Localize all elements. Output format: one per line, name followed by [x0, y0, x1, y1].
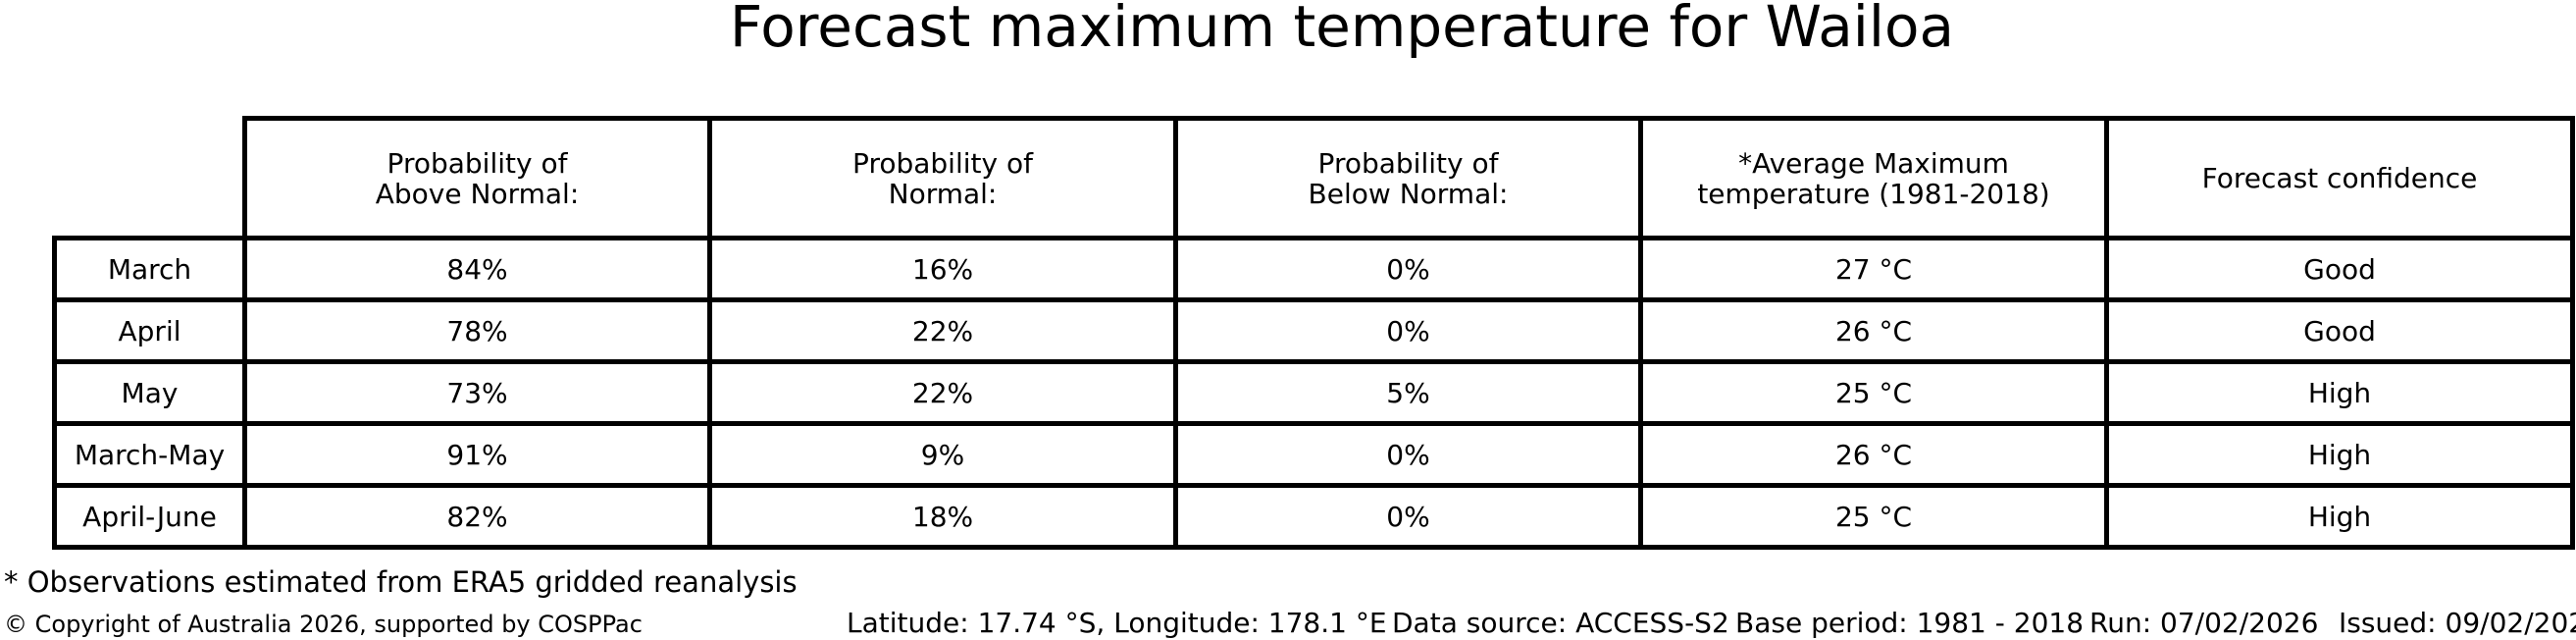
cell-avg-max-temp: 25 °C: [1638, 483, 2109, 550]
data-source-text: Data source: ACCESS-S2: [1392, 607, 1729, 639]
cell-forecast-confidence: High: [2104, 421, 2575, 488]
cell-below-normal: 5%: [1173, 359, 1643, 426]
cell-normal: 16%: [707, 236, 1178, 302]
cell-avg-max-temp: 26 °C: [1638, 421, 2109, 488]
cell-above-normal: 73%: [242, 359, 712, 426]
col-header-forecast-confidence: Forecast confidence: [2104, 116, 2575, 240]
cell-below-normal: 0%: [1173, 483, 1643, 550]
cell-forecast-confidence: Good: [2104, 236, 2575, 302]
row-label-month: March: [52, 236, 247, 302]
forecast-table: Probability of Above Normal: Probability…: [52, 116, 2575, 550]
cell-normal: 22%: [707, 297, 1178, 364]
cell-avg-max-temp: 26 °C: [1638, 297, 2109, 364]
cell-above-normal: 84%: [242, 236, 712, 302]
table-row: April-June 82% 18% 0% 25 °C High: [52, 483, 2575, 550]
table-row: March-May 91% 9% 0% 26 °C High: [52, 421, 2575, 488]
run-date-text: Run: 07/02/2026: [2089, 607, 2319, 639]
cell-avg-max-temp: 27 °C: [1638, 236, 2109, 302]
issued-date-text: Issued: 09/02/2026: [2339, 607, 2576, 639]
cell-below-normal: 0%: [1173, 421, 1643, 488]
cell-above-normal: 82%: [242, 483, 712, 550]
corner-cell: [55, 119, 245, 239]
cell-above-normal: 78%: [242, 297, 712, 364]
cell-avg-max-temp: 25 °C: [1638, 359, 2109, 426]
cell-below-normal: 0%: [1173, 297, 1643, 364]
row-label-month: April-June: [52, 483, 247, 550]
col-header-normal: Probability of Normal:: [707, 116, 1178, 240]
chart-title: Forecast maximum temperature for Wailoa: [729, 0, 1955, 60]
cell-normal: 18%: [707, 483, 1178, 550]
table-row: April 78% 22% 0% 26 °C Good: [52, 297, 2575, 364]
footnote: * Observations estimated from ERA5 gridd…: [4, 565, 798, 599]
table-row: March 84% 16% 0% 27 °C Good: [52, 236, 2575, 302]
table-body: March 84% 16% 0% 27 °C Good April 78% 22…: [52, 236, 2575, 550]
cell-normal: 22%: [707, 359, 1178, 426]
cell-normal: 9%: [707, 421, 1178, 488]
cell-above-normal: 91%: [242, 421, 712, 488]
cell-forecast-confidence: Good: [2104, 297, 2575, 364]
cell-forecast-confidence: High: [2104, 483, 2575, 550]
table-row: May 73% 22% 5% 25 °C High: [52, 359, 2575, 426]
col-header-below-normal: Probability of Below Normal:: [1173, 116, 1643, 240]
base-period-text: Base period: 1981 - 2018: [1735, 607, 2085, 639]
table-header-row: Probability of Above Normal: Probability…: [55, 116, 2575, 240]
copyright-text: © Copyright of Australia 2026, supported…: [4, 611, 643, 638]
col-header-avg-max-temp: *Average Maximum temperature (1981-2018): [1638, 116, 2109, 240]
row-label-month: March-May: [52, 421, 247, 488]
cell-below-normal: 0%: [1173, 236, 1643, 302]
lat-long-text: Latitude: 17.74 °S, Longitude: 178.1 °E: [847, 607, 1387, 639]
cell-forecast-confidence: High: [2104, 359, 2575, 426]
row-label-month: May: [52, 359, 247, 426]
row-label-month: April: [52, 297, 247, 364]
col-header-above-normal: Probability of Above Normal:: [242, 116, 712, 240]
